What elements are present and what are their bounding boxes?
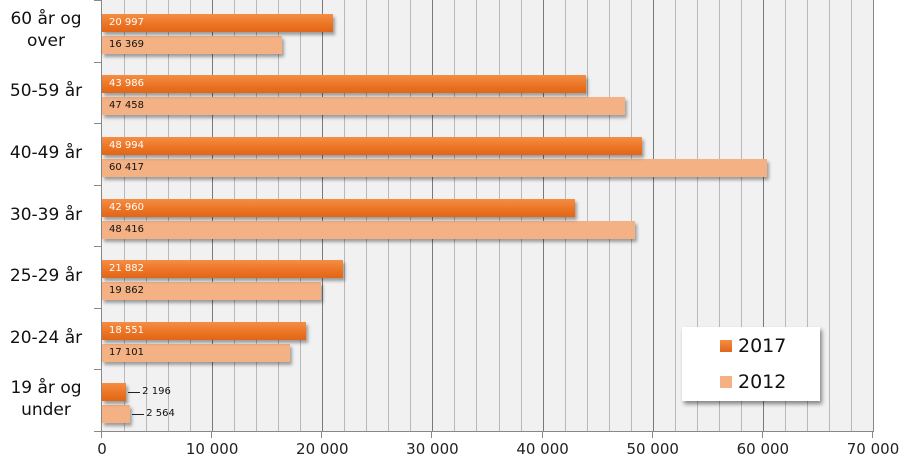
gridline bbox=[652, 0, 654, 431]
y-tick bbox=[94, 369, 102, 370]
gridline bbox=[740, 0, 742, 431]
category-label: 30-39 år bbox=[9, 204, 83, 225]
legend-item-2017: 2017 bbox=[720, 335, 786, 357]
y-tick bbox=[94, 123, 102, 124]
gridline bbox=[630, 0, 632, 431]
gridline bbox=[806, 0, 808, 431]
x-tick-label: 50 000 bbox=[626, 440, 679, 458]
x-tick-label: 0 bbox=[97, 440, 107, 458]
legend-label-2017: 2017 bbox=[738, 335, 787, 357]
x-tick-label: 30 000 bbox=[406, 440, 459, 458]
bar-2012 bbox=[102, 36, 283, 54]
bar-2017 bbox=[102, 383, 127, 401]
x-tick bbox=[321, 431, 323, 438]
legend-label-2012: 2012 bbox=[738, 371, 787, 393]
gridline bbox=[828, 0, 830, 431]
bar-value-label: 18 551 bbox=[109, 325, 144, 336]
category-label: 60 år og over bbox=[10, 8, 82, 51]
x-tick bbox=[101, 431, 102, 438]
bar-value-label: 43 986 bbox=[109, 78, 144, 89]
gridline bbox=[762, 0, 764, 431]
y-tick bbox=[94, 62, 102, 63]
bar-value-label: 42 960 bbox=[109, 202, 144, 213]
bar-2017 bbox=[102, 322, 307, 340]
x-tick-label: 60 000 bbox=[736, 440, 790, 458]
category-label: 25-29 år bbox=[9, 266, 83, 287]
y-tick bbox=[94, 0, 102, 1]
bar-2012 bbox=[102, 405, 131, 423]
bar-value-label: 60 417 bbox=[109, 162, 144, 173]
legend-swatch-2012 bbox=[720, 376, 732, 388]
category-label: 20-24 år bbox=[9, 327, 83, 348]
bar-value-label: 2 196 bbox=[142, 386, 171, 397]
x-tick bbox=[651, 431, 653, 438]
bar-value-label: 20 997 bbox=[109, 17, 144, 28]
bar-value-label: 2 564 bbox=[146, 408, 175, 419]
gridline bbox=[718, 0, 720, 431]
bar-value-label: 48 994 bbox=[109, 140, 144, 151]
bar-value-label: 17 101 bbox=[109, 347, 144, 358]
x-tick bbox=[431, 431, 433, 438]
x-tick-label: 20 000 bbox=[296, 440, 349, 458]
y-tick bbox=[94, 431, 102, 432]
x-tick bbox=[761, 431, 763, 438]
gridline bbox=[784, 0, 786, 431]
gridline bbox=[674, 0, 676, 431]
bar-2012 bbox=[102, 97, 625, 115]
bar-2017 bbox=[102, 75, 587, 93]
bar-value-label: 48 416 bbox=[109, 224, 144, 235]
bar-2012 bbox=[102, 159, 768, 177]
gridline bbox=[608, 0, 610, 431]
x-tick bbox=[872, 431, 873, 438]
bar-value-label: 19 862 bbox=[109, 285, 144, 296]
bar-2017 bbox=[102, 199, 576, 217]
bar-2012 bbox=[102, 282, 321, 300]
y-axis bbox=[101, 0, 102, 438]
bar-2017 bbox=[102, 14, 334, 32]
leader-line bbox=[128, 392, 141, 393]
x-tick-label: 70 000 bbox=[846, 440, 900, 458]
bar-value-label: 21 882 bbox=[109, 263, 144, 274]
bar-2012 bbox=[102, 221, 636, 239]
x-tick-label: 10 000 bbox=[185, 440, 239, 458]
x-tick bbox=[541, 431, 543, 438]
bar-2017 bbox=[102, 260, 343, 278]
gridline bbox=[586, 0, 588, 431]
y-tick bbox=[94, 246, 102, 247]
category-label: 40-49 år bbox=[9, 142, 83, 163]
gridline bbox=[850, 0, 852, 431]
bar-2017 bbox=[102, 137, 642, 155]
legend-swatch-2017 bbox=[720, 340, 732, 352]
category-label: 50-59 år bbox=[9, 81, 83, 102]
y-tick bbox=[94, 185, 102, 186]
x-tick-label: 40 000 bbox=[516, 440, 569, 458]
gridline bbox=[696, 0, 698, 431]
bar-value-label: 16 369 bbox=[109, 39, 144, 50]
category-label: 19 år og under bbox=[10, 378, 82, 421]
legend: 2017 2012 bbox=[682, 327, 820, 401]
y-tick bbox=[94, 308, 102, 309]
bar-2012 bbox=[102, 344, 291, 362]
bar-value-label: 47 458 bbox=[109, 100, 144, 111]
x-tick bbox=[211, 431, 213, 438]
legend-item-2012: 2012 bbox=[720, 371, 786, 393]
leader-line bbox=[132, 414, 145, 415]
x-axis bbox=[101, 431, 874, 432]
